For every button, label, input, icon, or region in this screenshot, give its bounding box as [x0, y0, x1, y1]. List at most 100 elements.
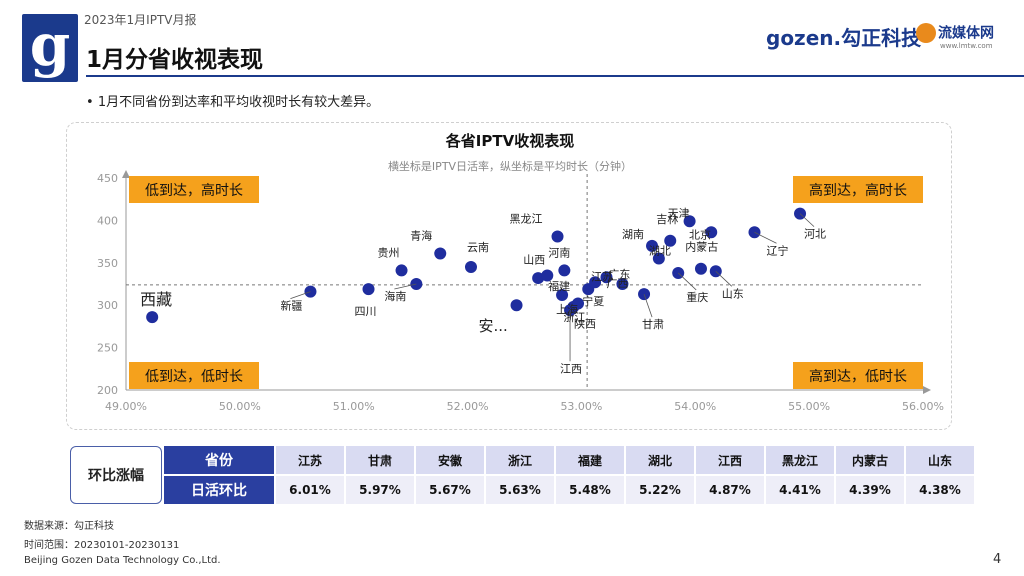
province-cell: 山东: [906, 446, 974, 474]
province-row-label: 省份: [164, 446, 274, 474]
data-point: [558, 264, 571, 277]
point-label: 云南: [467, 241, 489, 254]
point-leader-line: [715, 270, 733, 287]
growth-value-cell: 5.48%: [556, 476, 624, 504]
brand-lmtw-logo: 流媒体网 www.lmtw.com: [916, 22, 994, 50]
x-tick-label: 50.00%: [219, 400, 261, 413]
lmtw-logo-icon: [916, 22, 936, 43]
x-tick-label: 55.00%: [788, 400, 830, 413]
point-label: 天津: [668, 207, 690, 220]
data-point: [556, 289, 569, 302]
point-label: 江苏: [591, 270, 613, 283]
scatter-chart: 各省IPTV收视表现 横坐标是IPTV日活率，纵坐标是平均时长（分钟） 49.0…: [97, 132, 944, 413]
y-tick-label: 300: [97, 299, 118, 312]
chart-subtitle: 横坐标是IPTV日活率，纵坐标是平均时长（分钟）: [388, 159, 632, 173]
growth-value-cell: 5.63%: [486, 476, 554, 504]
quadrant-label-bottom-right: 高到达，低时长: [809, 368, 907, 385]
data-point: [464, 261, 477, 274]
point-label: 福建: [548, 279, 570, 293]
gozen-logo-icon: g: [22, 14, 78, 82]
point-label: 青海: [410, 228, 432, 242]
province-cell: 江西: [696, 446, 764, 474]
title-divider: [86, 75, 1024, 77]
quadrant-label-top-left: 低到达，高时长: [145, 182, 243, 199]
growth-value-cell: 4.38%: [906, 476, 974, 504]
point-label: 贵州: [378, 246, 400, 259]
point-label: 吉林: [656, 212, 678, 226]
point-label: 湖北: [649, 245, 671, 258]
point-label: 陕西: [574, 317, 596, 331]
data-point: [434, 247, 447, 260]
x-tick-label: 54.00%: [674, 400, 716, 413]
point-label: 广西: [606, 277, 628, 290]
point-label: 西藏: [140, 290, 172, 309]
point-label: 辽宁: [766, 243, 788, 257]
point-leader-line: [677, 272, 697, 291]
data-point: [664, 234, 677, 247]
data-point: [694, 262, 707, 275]
y-tick-label: 450: [97, 172, 118, 185]
lmtw-name: 流媒体网: [938, 25, 994, 42]
point-label: 内蒙古: [685, 239, 718, 253]
y-tick-label: 200: [97, 384, 118, 397]
lmtw-url: www.lmtw.com: [940, 42, 993, 50]
data-point: [646, 239, 659, 252]
point-label: 河北: [804, 228, 826, 241]
x-tick-label: 51.00%: [333, 400, 375, 413]
point-label: 江西: [560, 362, 582, 375]
quadrant-label-top-right: 高到达，高时长: [809, 182, 907, 199]
page-title: 1月分省收视表现: [86, 47, 264, 73]
quadrant-label-bottom-left: 低到达，低时长: [145, 369, 243, 385]
data-point: [589, 276, 602, 289]
x-axis-arrow-icon: [923, 386, 931, 394]
point-label: 北京: [689, 228, 711, 242]
y-tick-label: 350: [97, 257, 118, 270]
y-tick-label: 400: [97, 214, 118, 227]
point-label: 河南: [548, 246, 570, 259]
point-leader-line: [643, 294, 653, 318]
growth-row-label: 日活环比: [164, 476, 274, 504]
data-point: [652, 252, 665, 265]
y-axis-arrow-icon: [122, 170, 130, 178]
data-point: [616, 278, 629, 290]
data-point: [532, 272, 545, 285]
growth-value-cell: 4.87%: [696, 476, 764, 504]
point-label: 重庆: [686, 290, 708, 304]
x-tick-label: 49.00%: [105, 400, 147, 413]
data-point: [362, 283, 375, 296]
data-point: [683, 215, 696, 228]
data-point: [551, 230, 564, 243]
growth-value-cell: 5.67%: [416, 476, 484, 504]
point-label: 宁夏: [582, 294, 604, 308]
growth-value-cell: 4.39%: [836, 476, 904, 504]
point-label: 海南: [384, 289, 406, 303]
x-tick-label: 52.00%: [447, 400, 489, 413]
report-label: 2023年1月IPTV月报: [84, 13, 197, 27]
data-point: [572, 297, 585, 310]
point-label: 甘肃: [642, 318, 664, 331]
point-label: 湖南: [622, 228, 644, 241]
growth-value-cell: 5.97%: [346, 476, 414, 504]
y-tick-label: 250: [97, 342, 118, 355]
growth-table: 环比涨幅 省份 江苏 甘肃 安徽 浙江 福建 湖北 江西 黑龙江 内蒙古 山东 …: [68, 444, 976, 506]
point-label: 山东: [722, 287, 744, 300]
table-header-label: 环比涨幅: [70, 446, 162, 504]
point-label: 新疆: [280, 299, 302, 313]
summary-text: 1月不同省份到达率和平均收视时长有较大差异。: [97, 95, 380, 110]
quadrant-label-box: [129, 362, 259, 389]
quadrant-label-box: [793, 362, 923, 389]
chart-title: 各省IPTV收视表现: [445, 132, 574, 150]
growth-value-cell: 4.41%: [766, 476, 834, 504]
province-cell: 湖北: [626, 446, 694, 474]
province-cell: 江苏: [276, 446, 344, 474]
point-label: 广东: [608, 268, 630, 281]
point-leader-line: [394, 283, 417, 290]
quadrant-label-box: [793, 176, 923, 203]
point-label: 黑龙江: [510, 213, 543, 226]
point-leader-line: [799, 213, 815, 227]
point-label: 四川: [355, 305, 377, 318]
brand-gozen-logo: gozen.勾正科技: [766, 26, 922, 50]
growth-value-cell: 5.22%: [626, 476, 694, 504]
province-cell: 黑龙江: [766, 446, 834, 474]
province-cell: 福建: [556, 446, 624, 474]
